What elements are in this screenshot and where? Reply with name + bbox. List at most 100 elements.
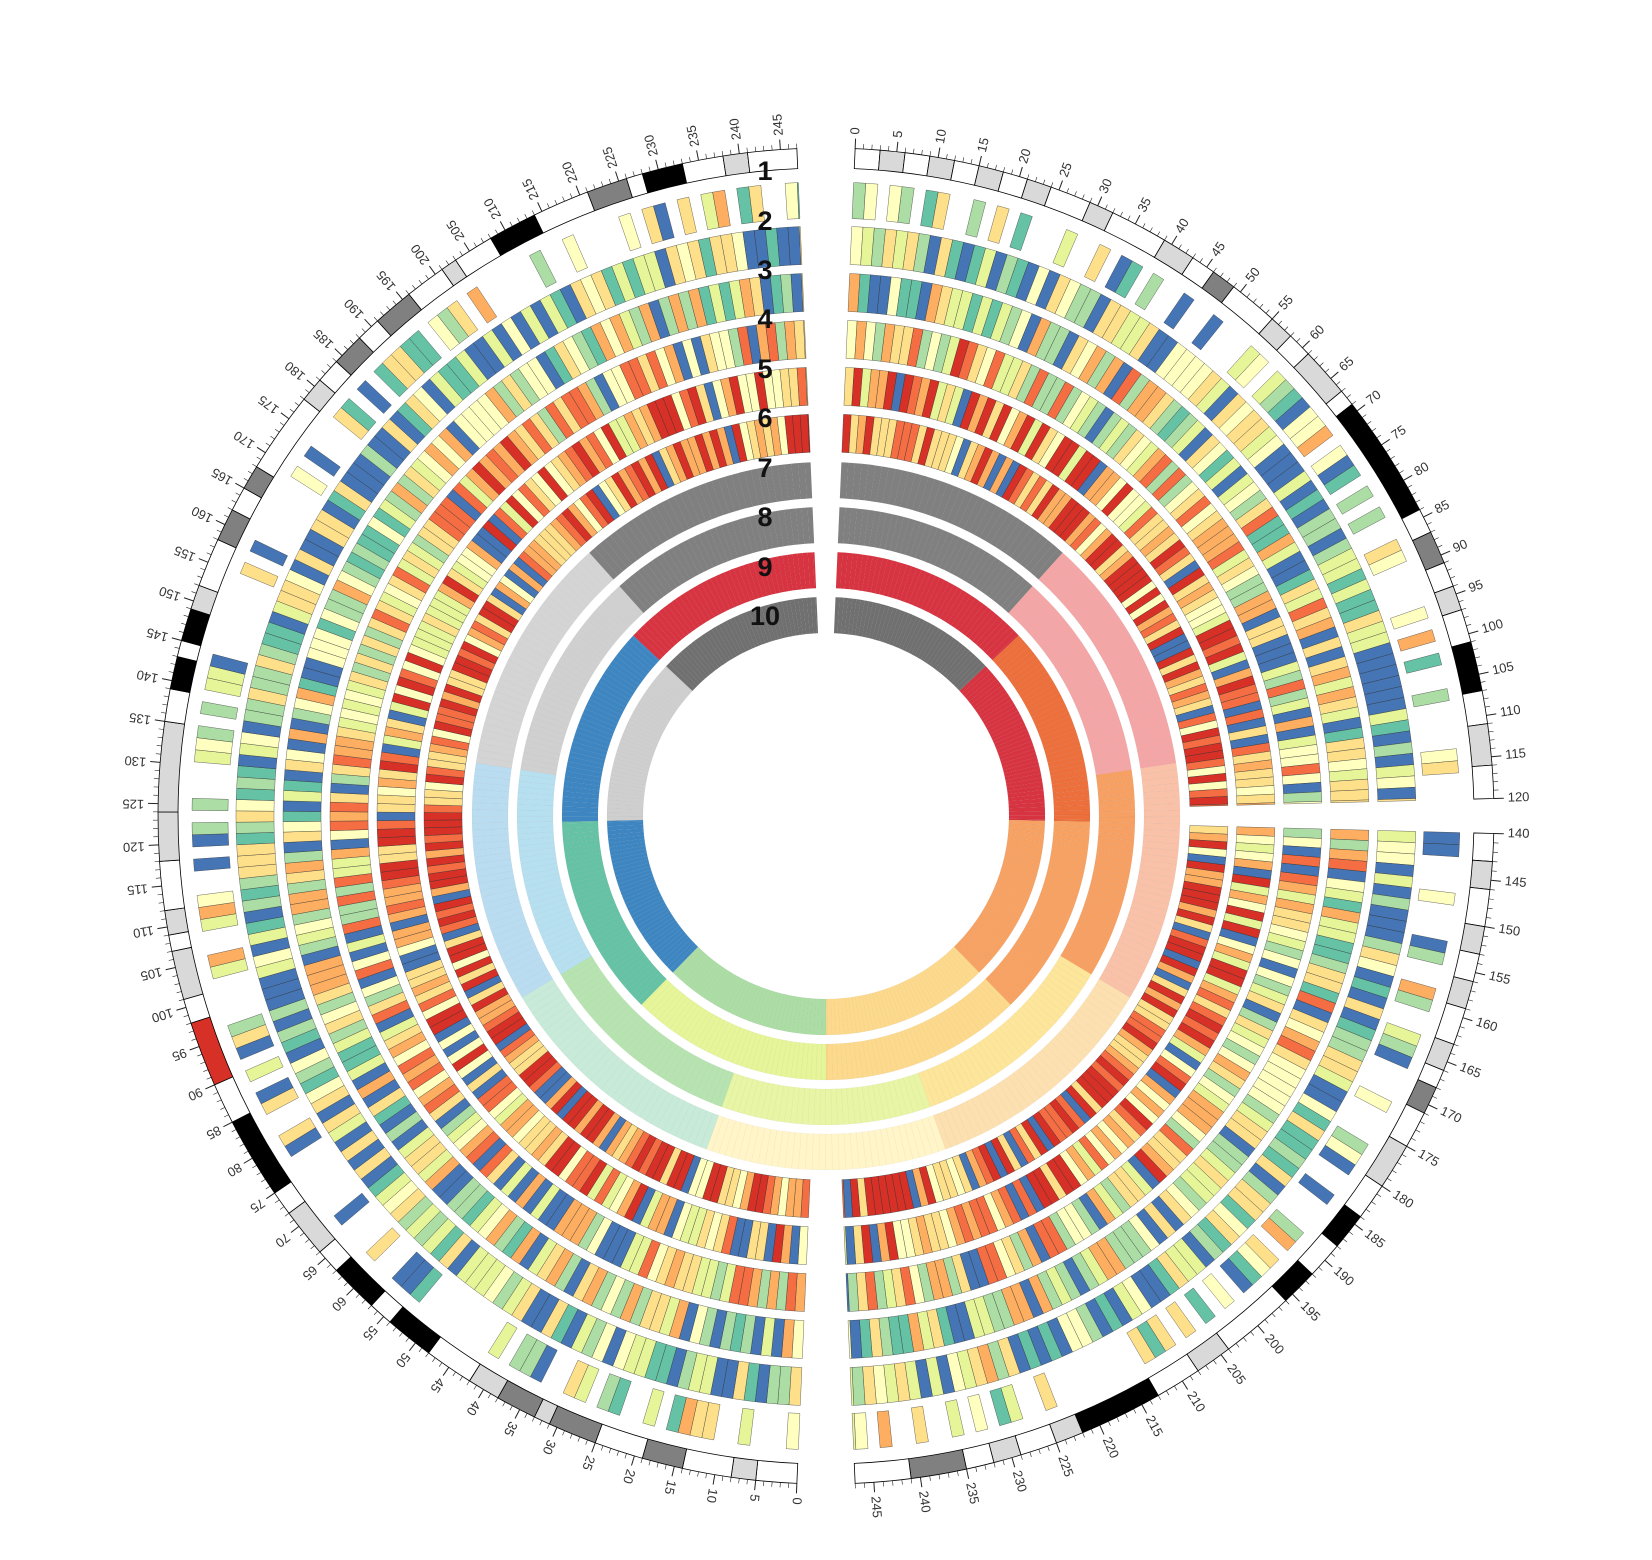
heat-cell: [562, 1359, 589, 1399]
tick-label: 225: [1055, 1453, 1077, 1479]
tick: [1411, 492, 1417, 496]
summary-cell-blue: [561, 816, 599, 822]
tick: [1325, 368, 1330, 373]
tick-label: 215: [519, 176, 542, 202]
tick: [1336, 381, 1341, 386]
tick: [1178, 244, 1182, 249]
summary-cell-red: [1008, 810, 1046, 816]
tick: [163, 934, 169, 937]
tick: [349, 339, 354, 344]
cytoband: [159, 859, 185, 912]
tick: [947, 1472, 950, 1478]
tick: [1278, 1306, 1283, 1311]
heat-cell: [1260, 1217, 1296, 1252]
heat-cell: [1219, 1258, 1253, 1294]
tick: [1461, 607, 1467, 611]
tick-label: 110: [1499, 702, 1522, 720]
tick-label: 195: [1298, 1298, 1324, 1324]
tick: [1476, 664, 1482, 667]
heat-cell: [1126, 1326, 1156, 1365]
summary-cell-silver: [606, 816, 644, 821]
tick: [452, 255, 456, 261]
tick: [547, 203, 550, 209]
tick: [256, 446, 266, 454]
heat-cell: [1390, 606, 1429, 630]
tick: [305, 1239, 310, 1243]
heat-cell: [236, 788, 275, 801]
tick-label: 145: [145, 625, 170, 645]
tick-label: 90: [1450, 536, 1469, 555]
heat-cell: [596, 1373, 621, 1412]
tick: [373, 1310, 378, 1315]
tick: [624, 173, 627, 179]
tick: [1468, 630, 1479, 635]
tick: [1298, 1287, 1303, 1292]
tick: [721, 1475, 724, 1481]
tick: [1133, 1408, 1137, 1414]
cytoband: [853, 148, 881, 171]
tick: [1470, 640, 1476, 643]
tick: [1491, 755, 1502, 758]
heat-cell: [1330, 789, 1369, 802]
heat-cell: [897, 186, 915, 225]
heat-cell: [1323, 464, 1361, 495]
tick: [1483, 935, 1489, 938]
cytoband: [641, 163, 688, 194]
tick: [608, 178, 612, 184]
summary-tracks: [471, 462, 1181, 1171]
heat-cell: [1084, 244, 1112, 282]
heat-cell: [853, 1412, 869, 1450]
tick-label: 65: [300, 1263, 321, 1284]
tick: [466, 1380, 470, 1386]
heat-cell: [207, 947, 246, 968]
tick: [754, 1480, 757, 1491]
heat-cell: [1336, 485, 1374, 515]
tick: [697, 1471, 699, 1477]
summary-ring10: [606, 597, 1046, 1036]
tick: [163, 695, 169, 698]
heat-cell: [803, 320, 807, 359]
tick-label: 205: [443, 217, 467, 243]
tick: [1311, 1273, 1317, 1278]
cytoband: [641, 1438, 688, 1469]
tick: [183, 614, 189, 617]
tick: [601, 1445, 604, 1451]
tick: [713, 152, 716, 158]
heat-cell: [851, 1366, 866, 1406]
tick: [1419, 507, 1425, 510]
tick: [1484, 926, 1495, 929]
tick: [1443, 560, 1449, 563]
tick: [509, 1405, 513, 1411]
tick: [1319, 362, 1324, 367]
tick: [326, 364, 332, 368]
tick: [1351, 400, 1357, 405]
ring-label-6: 6: [757, 403, 772, 433]
heat-cell: [1134, 272, 1165, 311]
tick: [166, 951, 172, 953]
tick: [1066, 188, 1069, 194]
tick-label: 235: [683, 124, 702, 148]
heat-cell: [841, 1179, 846, 1218]
ring-label-2: 2: [757, 206, 772, 236]
heat-cell: [329, 801, 369, 813]
tick: [1432, 1096, 1438, 1099]
tick: [215, 519, 226, 526]
tick: [1482, 689, 1488, 691]
tick: [158, 728, 164, 730]
tick: [1003, 167, 1006, 173]
heat-cell: [1377, 798, 1416, 802]
cytoband: [164, 688, 191, 725]
tick: [1058, 180, 1063, 191]
summary-cell-yellow: [825, 998, 828, 1036]
tick: [386, 306, 391, 311]
tick: [575, 185, 581, 196]
tick: [1477, 963, 1483, 965]
summary-ring8: [516, 507, 1136, 1126]
tick-label: 165: [209, 465, 235, 489]
tick-label: 150: [157, 583, 182, 604]
tick: [1296, 338, 1301, 343]
tick: [463, 242, 470, 252]
tick: [367, 1305, 372, 1310]
tick: [395, 291, 403, 300]
tick: [220, 1107, 226, 1110]
